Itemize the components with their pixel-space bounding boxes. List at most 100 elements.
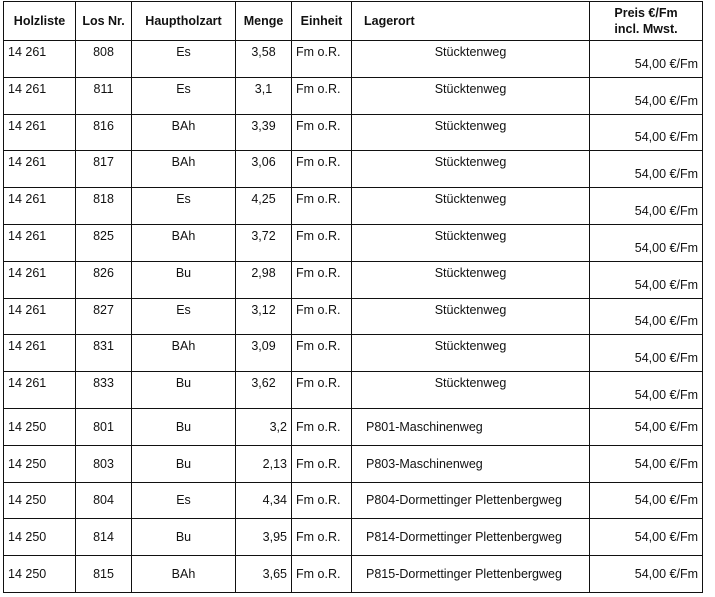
cell-lagerort: P801-Maschinenweg: [351, 407, 590, 446]
header-hauptholzart: Hauptholzart: [131, 1, 236, 41]
cell-holzliste: 14 261: [3, 223, 76, 262]
cell-holzliste: 14 250: [3, 555, 76, 593]
cell-menge: 2,98: [235, 260, 292, 299]
cell-hauptholzart: Bu: [131, 444, 236, 483]
cell-einheit: Fm o.R.: [291, 187, 352, 225]
table-row: 14 261 826 Bu 2,98 Fm o.R. Stücktenweg 54,00 €…: [3, 260, 703, 299]
cell-preis: 54,00 €/Fm: [589, 260, 703, 299]
header-preis-line2: incl. Mwst.: [614, 22, 678, 36]
cell-holzliste: 14 261: [3, 113, 76, 152]
cell-holzliste: 14 261: [3, 297, 76, 336]
cell-lagerort: Stücktenweg: [351, 113, 590, 152]
cell-einheit: Fm o.R.: [291, 40, 352, 78]
cell-los-nr: 808: [75, 40, 132, 78]
cell-menge: 3,62: [235, 371, 292, 409]
table-row: 14 261 808 Es 3,58 Fm o.R. Stücktenweg 54,00 €…: [3, 40, 703, 78]
cell-los-nr: 833: [75, 371, 132, 409]
cell-preis: 54,00 €/Fm: [589, 481, 703, 520]
header-preis-line1: Preis €/Fm: [614, 6, 678, 20]
cell-einheit: Fm o.R.: [291, 76, 352, 115]
cell-holzliste: 14 261: [3, 150, 76, 189]
table-row: 14 261 833 Bu 3,62 Fm o.R. Stücktenweg 54,00 €…: [3, 371, 703, 409]
cell-lagerort: Stücktenweg: [351, 371, 590, 409]
header-menge: Menge: [235, 1, 292, 41]
cell-los-nr: 826: [75, 260, 132, 299]
cell-los-nr: 803: [75, 444, 132, 483]
table-row: 14 261 825 BAh 3,72 Fm o.R. Stücktenweg 54,00 …: [3, 223, 703, 262]
table-row: 14 261 811 Es 3,1 Fm o.R. Stücktenweg 54,00 €/…: [3, 76, 703, 115]
cell-holzliste: 14 250: [3, 407, 76, 446]
cell-menge: 4,34: [235, 481, 292, 520]
cell-hauptholzart: Bu: [131, 518, 236, 557]
cell-hauptholzart: Es: [131, 76, 236, 115]
cell-einheit: Fm o.R.: [291, 371, 352, 409]
cell-los-nr: 815: [75, 555, 132, 593]
cell-holzliste: 14 261: [3, 334, 76, 373]
cell-lagerort: Stücktenweg: [351, 223, 590, 262]
table-row: 14 261 831 BAh 3,09 Fm o.R. Stücktenweg 54,00 …: [3, 334, 703, 373]
table-row: 14 250 804 Es 4,34 Fm o.R. P804-Dormettinger …: [3, 481, 703, 520]
cell-los-nr: 801: [75, 407, 132, 446]
cell-lagerort: P815-Dormettinger Plettenbergweg: [351, 555, 590, 593]
cell-einheit: Fm o.R.: [291, 444, 352, 483]
cell-preis: 54,00 €/Fm: [589, 371, 703, 409]
cell-preis: 54,00 €/Fm: [589, 187, 703, 225]
cell-menge: 3,58: [235, 40, 292, 78]
table-body: 14 261 808 Es 3,58 Fm o.R. Stücktenweg 54,00 €…: [3, 40, 703, 593]
cell-holzliste: 14 261: [3, 76, 76, 115]
cell-los-nr: 825: [75, 223, 132, 262]
cell-lagerort: Stücktenweg: [351, 40, 590, 78]
cell-holzliste: 14 250: [3, 444, 76, 483]
header-lagerort: Lagerort: [351, 1, 590, 41]
cell-lagerort: Stücktenweg: [351, 187, 590, 225]
header-preis: Preis €/Fm incl. Mwst.: [589, 1, 703, 41]
cell-holzliste: 14 261: [3, 260, 76, 299]
cell-lagerort: P814-Dormettinger Plettenbergweg: [351, 518, 590, 557]
cell-einheit: Fm o.R.: [291, 481, 352, 520]
cell-einheit: Fm o.R.: [291, 150, 352, 189]
cell-einheit: Fm o.R.: [291, 518, 352, 557]
cell-preis: 54,00 €/Fm: [589, 113, 703, 152]
cell-lagerort: P803-Maschinenweg: [351, 444, 590, 483]
table-header: Holzliste Los Nr. Hauptholzart Menge Ein…: [3, 1, 703, 41]
cell-hauptholzart: Bu: [131, 371, 236, 409]
table-row: 14 261 818 Es 4,25 Fm o.R. Stücktenweg 54,00 €…: [3, 187, 703, 225]
cell-preis: 54,00 €/Fm: [589, 518, 703, 557]
cell-menge: 2,13: [235, 444, 292, 483]
cell-holzliste: 14 261: [3, 187, 76, 225]
cell-preis: 54,00 €/Fm: [589, 444, 703, 483]
header-holzliste: Holzliste: [3, 1, 76, 41]
table-row: 14 261 827 Es 3,12 Fm o.R. Stücktenweg 54,00 €…: [3, 297, 703, 336]
cell-preis: 54,00 €/Fm: [589, 223, 703, 262]
cell-los-nr: 804: [75, 481, 132, 520]
cell-menge: 4,25: [235, 187, 292, 225]
cell-preis: 54,00 €/Fm: [589, 297, 703, 336]
table-row: 14 250 815 BAh 3,65 Fm o.R. P815-Dormettinger…: [3, 555, 703, 593]
cell-menge: 3,39: [235, 113, 292, 152]
cell-los-nr: 818: [75, 187, 132, 225]
cell-einheit: Fm o.R.: [291, 260, 352, 299]
timber-lot-table: Holzliste Los Nr. Hauptholzart Menge Ein…: [3, 1, 703, 593]
cell-hauptholzart: BAh: [131, 334, 236, 373]
cell-los-nr: 817: [75, 150, 132, 189]
cell-lagerort: Stücktenweg: [351, 76, 590, 115]
cell-einheit: Fm o.R.: [291, 113, 352, 152]
cell-menge: 3,09: [235, 334, 292, 373]
cell-lagerort: Stücktenweg: [351, 297, 590, 336]
cell-preis: 54,00 €/Fm: [589, 555, 703, 593]
cell-los-nr: 816: [75, 113, 132, 152]
cell-hauptholzart: Es: [131, 481, 236, 520]
cell-preis: 54,00 €/Fm: [589, 150, 703, 189]
cell-einheit: Fm o.R.: [291, 297, 352, 336]
cell-einheit: Fm o.R.: [291, 555, 352, 593]
cell-menge: 3,72: [235, 223, 292, 262]
table-row: 14 250 814 Bu 3,95 Fm o.R. P814-Dormettinger …: [3, 518, 703, 557]
cell-holzliste: 14 261: [3, 371, 76, 409]
cell-menge: 3,06: [235, 150, 292, 189]
table-row: 14 261 817 BAh 3,06 Fm o.R. Stücktenweg 54,00 …: [3, 150, 703, 189]
cell-hauptholzart: BAh: [131, 150, 236, 189]
cell-holzliste: 14 250: [3, 481, 76, 520]
cell-holzliste: 14 261: [3, 40, 76, 78]
cell-hauptholzart: BAh: [131, 113, 236, 152]
cell-menge: 3,2: [235, 407, 292, 446]
